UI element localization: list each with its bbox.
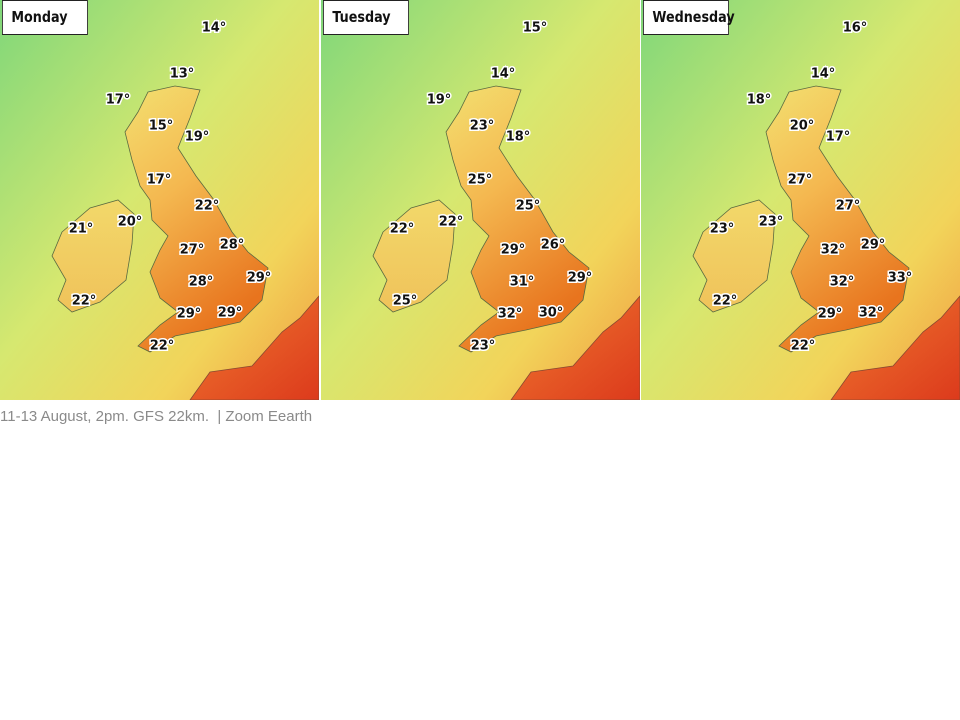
temperature-label: 18° <box>506 130 531 145</box>
temperature-label: 25° <box>468 173 493 188</box>
temperature-label: 29° <box>861 238 886 253</box>
temperature-label: 14° <box>491 67 516 82</box>
temperature-label: 20° <box>118 215 143 230</box>
temperature-label: 14° <box>202 21 227 36</box>
temperature-label: 21° <box>69 222 94 237</box>
map-panel: 15° 14° 19° 23° 18° 25° 25° 22° 22° 29° 26° 31° 29° 2… <box>321 0 640 400</box>
great-britain <box>445 85 590 353</box>
france <box>830 295 960 400</box>
ireland <box>692 199 776 313</box>
temperature-label: 27° <box>836 199 861 214</box>
temperature-label: 17° <box>147 173 172 188</box>
temperature-label: 22° <box>150 339 175 354</box>
temperature-label: 32° <box>498 307 523 322</box>
temperature-label: 29° <box>247 271 272 286</box>
temperature-label: 32° <box>830 275 855 290</box>
map: 16° 14° 18° 20° 17° 27° 27° 23° 23° 32° 29° 32° 33° 2… <box>641 0 960 400</box>
temperature-label: 28° <box>220 238 245 253</box>
day-label: Wednesday <box>643 0 735 35</box>
great-britain <box>124 85 269 353</box>
temperature-label: 29° <box>177 307 202 322</box>
temperature-label: 32° <box>821 243 846 258</box>
caption-credit: | Zoom Eearth <box>217 408 313 425</box>
temperature-label: 19° <box>427 93 452 108</box>
temperature-label: 23° <box>471 339 496 354</box>
temperature-label: 23° <box>759 215 784 230</box>
temperature-label: 20° <box>790 119 815 134</box>
temperature-label: 25° <box>516 199 541 214</box>
temperature-label: 28° <box>189 275 214 290</box>
temperature-label: 14° <box>811 67 836 82</box>
temperature-label: 29° <box>218 306 243 321</box>
temperature-label: 29° <box>568 271 593 286</box>
temperature-label: 27° <box>180 243 205 258</box>
temperature-label: 26° <box>541 238 566 253</box>
temperature-label: 17° <box>826 130 851 145</box>
temperature-label: 29° <box>501 243 526 258</box>
temperature-label: 31° <box>510 275 535 290</box>
temperature-label: 22° <box>72 294 97 309</box>
map: 14° 13° 17° 15° 19° 17° 22° 20° 21° 27° 28° 28° 29° 2… <box>0 0 319 400</box>
map-panel: 14° 13° 17° 15° 19° 17° 22° 20° 21° 27° 28° 28° 29° 2… <box>0 0 319 400</box>
temperature-label: 30° <box>539 306 564 321</box>
temperature-label: 17° <box>106 93 131 108</box>
temperature-label: 22° <box>713 294 738 309</box>
temperature-label: 23° <box>470 119 495 134</box>
caption-text: 11-13 August, 2pm. GFS 22km. <box>0 408 209 425</box>
temperature-label: 27° <box>788 173 813 188</box>
temperature-label: 29° <box>818 307 843 322</box>
temperature-label: 22° <box>195 199 220 214</box>
ireland <box>51 199 135 313</box>
france <box>189 295 319 400</box>
map-panels: 14° 13° 17° 15° 19° 17° 22° 20° 21° 27° 28° 28° 29° 2… <box>0 0 960 400</box>
temperature-label: 33° <box>888 271 913 286</box>
ireland <box>372 199 456 313</box>
caption: 11-13 August, 2pm. GFS 22km. | Zoom Eear… <box>0 408 312 425</box>
day-label: Tuesday <box>323 0 409 35</box>
day-label: Monday <box>2 0 88 35</box>
temperature-label: 19° <box>185 130 210 145</box>
france <box>510 295 640 400</box>
temperature-label: 22° <box>791 339 816 354</box>
temperature-label: 18° <box>747 93 772 108</box>
temperature-label: 16° <box>843 21 868 36</box>
temperature-label: 15° <box>523 21 548 36</box>
temperature-label: 25° <box>393 294 418 309</box>
temperature-label: 32° <box>859 306 884 321</box>
map-panel: 16° 14° 18° 20° 17° 27° 27° 23° 23° 32° 29° 32° 33° 2… <box>641 0 960 400</box>
temperature-label: 22° <box>390 222 415 237</box>
map: 15° 14° 19° 23° 18° 25° 25° 22° 22° 29° 26° 31° 29° 2… <box>321 0 640 400</box>
temperature-label: 15° <box>149 119 174 134</box>
temperature-label: 23° <box>710 222 735 237</box>
temperature-label: 13° <box>170 67 195 82</box>
temperature-label: 22° <box>439 215 464 230</box>
great-britain <box>765 85 910 353</box>
